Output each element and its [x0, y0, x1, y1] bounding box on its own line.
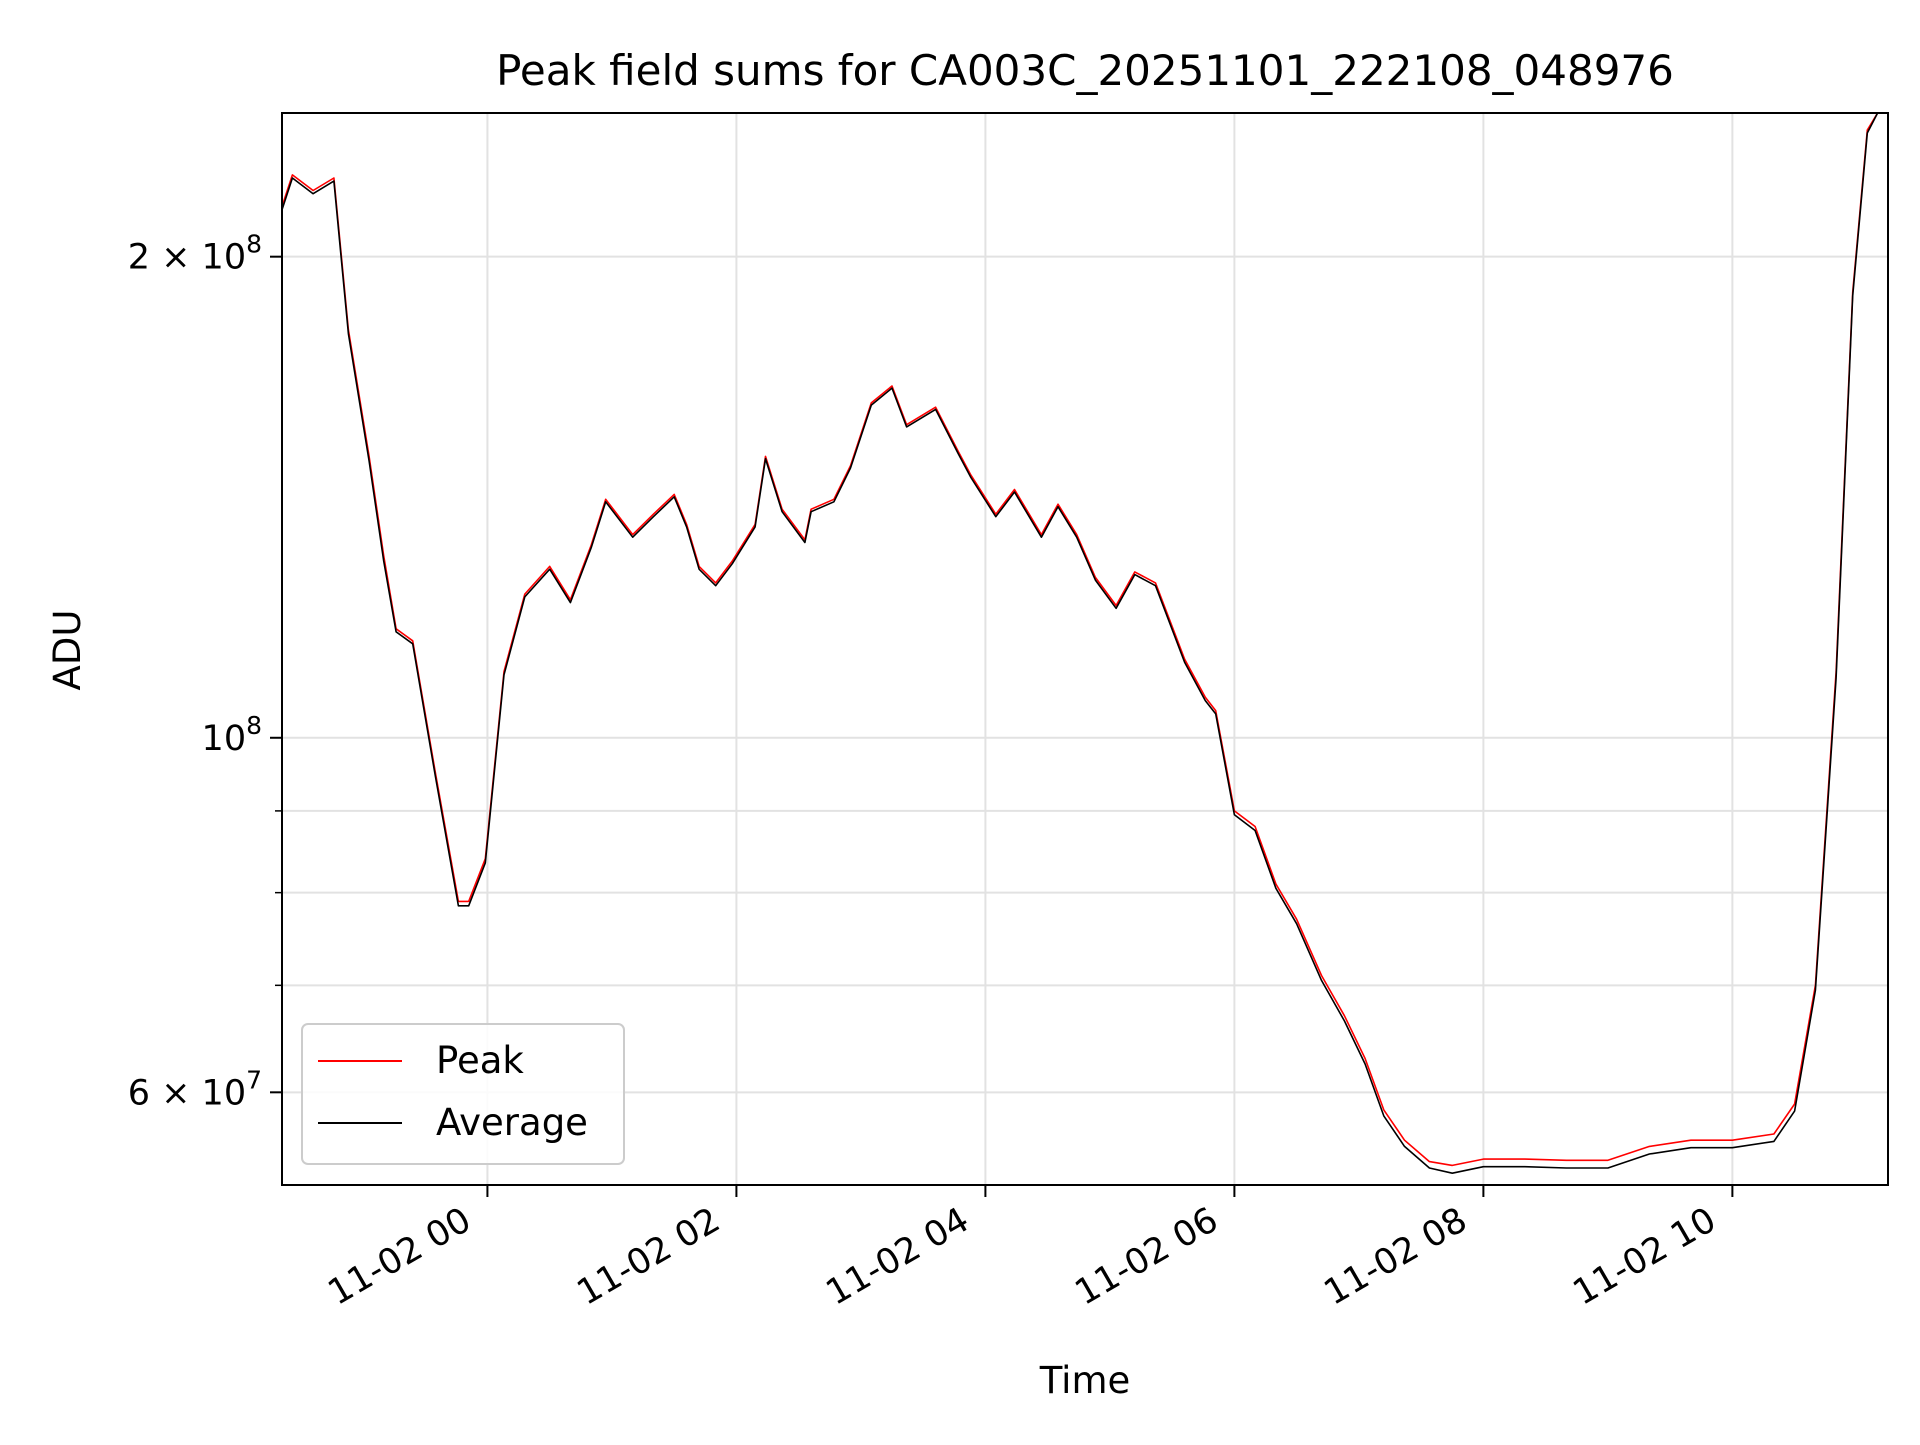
y-axis-label: ADU: [46, 610, 89, 691]
chart-title: Peak field sums for CA003C_20251101_2221…: [496, 46, 1674, 95]
legend-box: [301, 1023, 625, 1165]
plot-frame: [281, 112, 1889, 1186]
y-tick-label: 108: [202, 711, 262, 759]
series-line-average: [282, 113, 1888, 1174]
legend: Peak Average: [301, 1023, 625, 1165]
y-tick-label: 2 × 108: [128, 230, 262, 278]
x-axis-label: Time: [1039, 1359, 1131, 1402]
series-group: [282, 113, 1888, 1174]
y-tick-label: 6 × 107: [128, 1065, 262, 1113]
legend-label: Average: [436, 1101, 588, 1144]
legend-label: Peak: [436, 1039, 524, 1082]
grid: [282, 113, 1888, 1185]
